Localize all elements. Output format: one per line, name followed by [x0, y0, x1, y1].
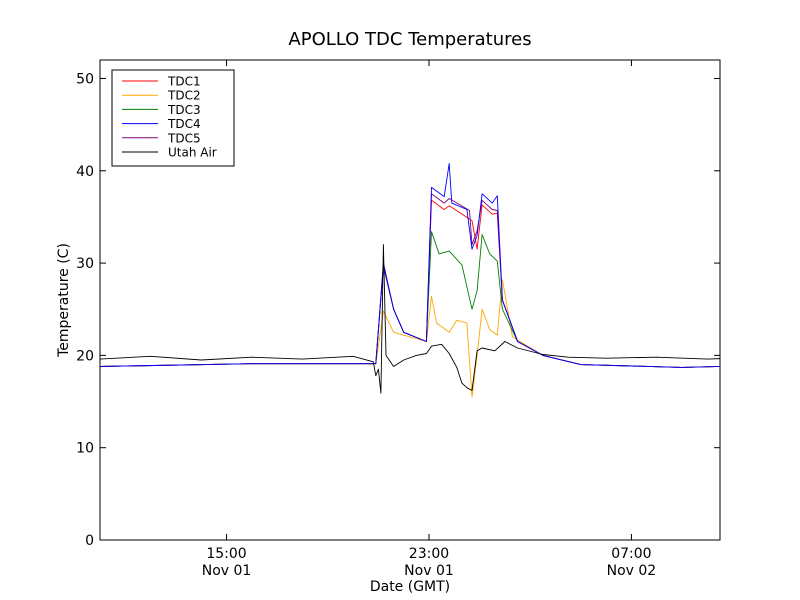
series-line-tdc2 — [100, 279, 720, 398]
x-tick-time-label: 15:00 — [206, 546, 246, 562]
x-tick-date-label: Nov 02 — [607, 563, 657, 579]
y-tick-label: 30 — [76, 256, 94, 272]
y-axis-label: Temperature (C) — [56, 243, 72, 358]
y-tick-label: 0 — [85, 533, 94, 549]
x-tick-date-label: Nov 01 — [404, 563, 454, 579]
legend-label: TDC3 — [167, 103, 201, 117]
series-line-tdc4 — [100, 162, 720, 368]
x-axis-label: Date (GMT) — [370, 579, 450, 595]
x-tick-time-label: 07:00 — [611, 546, 651, 562]
legend-box — [111, 69, 235, 167]
legend-label: TDC1 — [167, 75, 201, 89]
x-tick-date-label: Nov 01 — [202, 563, 252, 579]
series-layer — [100, 162, 720, 398]
chart-title: APOLLO TDC Temperatures — [288, 29, 531, 50]
legend-label: TDC4 — [167, 117, 201, 131]
legend-label: TDC2 — [167, 89, 201, 103]
y-tick-label: 10 — [76, 441, 94, 457]
x-tick-time-label: 23:00 — [409, 546, 449, 562]
y-tick-label: 40 — [76, 164, 94, 180]
legend-label: TDC5 — [167, 131, 201, 145]
y-tick-label: 20 — [76, 348, 94, 364]
y-tick-label: 50 — [76, 71, 94, 87]
series-line-utah-air — [100, 244, 720, 394]
y-axis: 0 10 20 30 40 50 — [76, 71, 720, 549]
plot-frame — [99, 59, 721, 541]
legend-label: Utah Air — [168, 146, 217, 160]
